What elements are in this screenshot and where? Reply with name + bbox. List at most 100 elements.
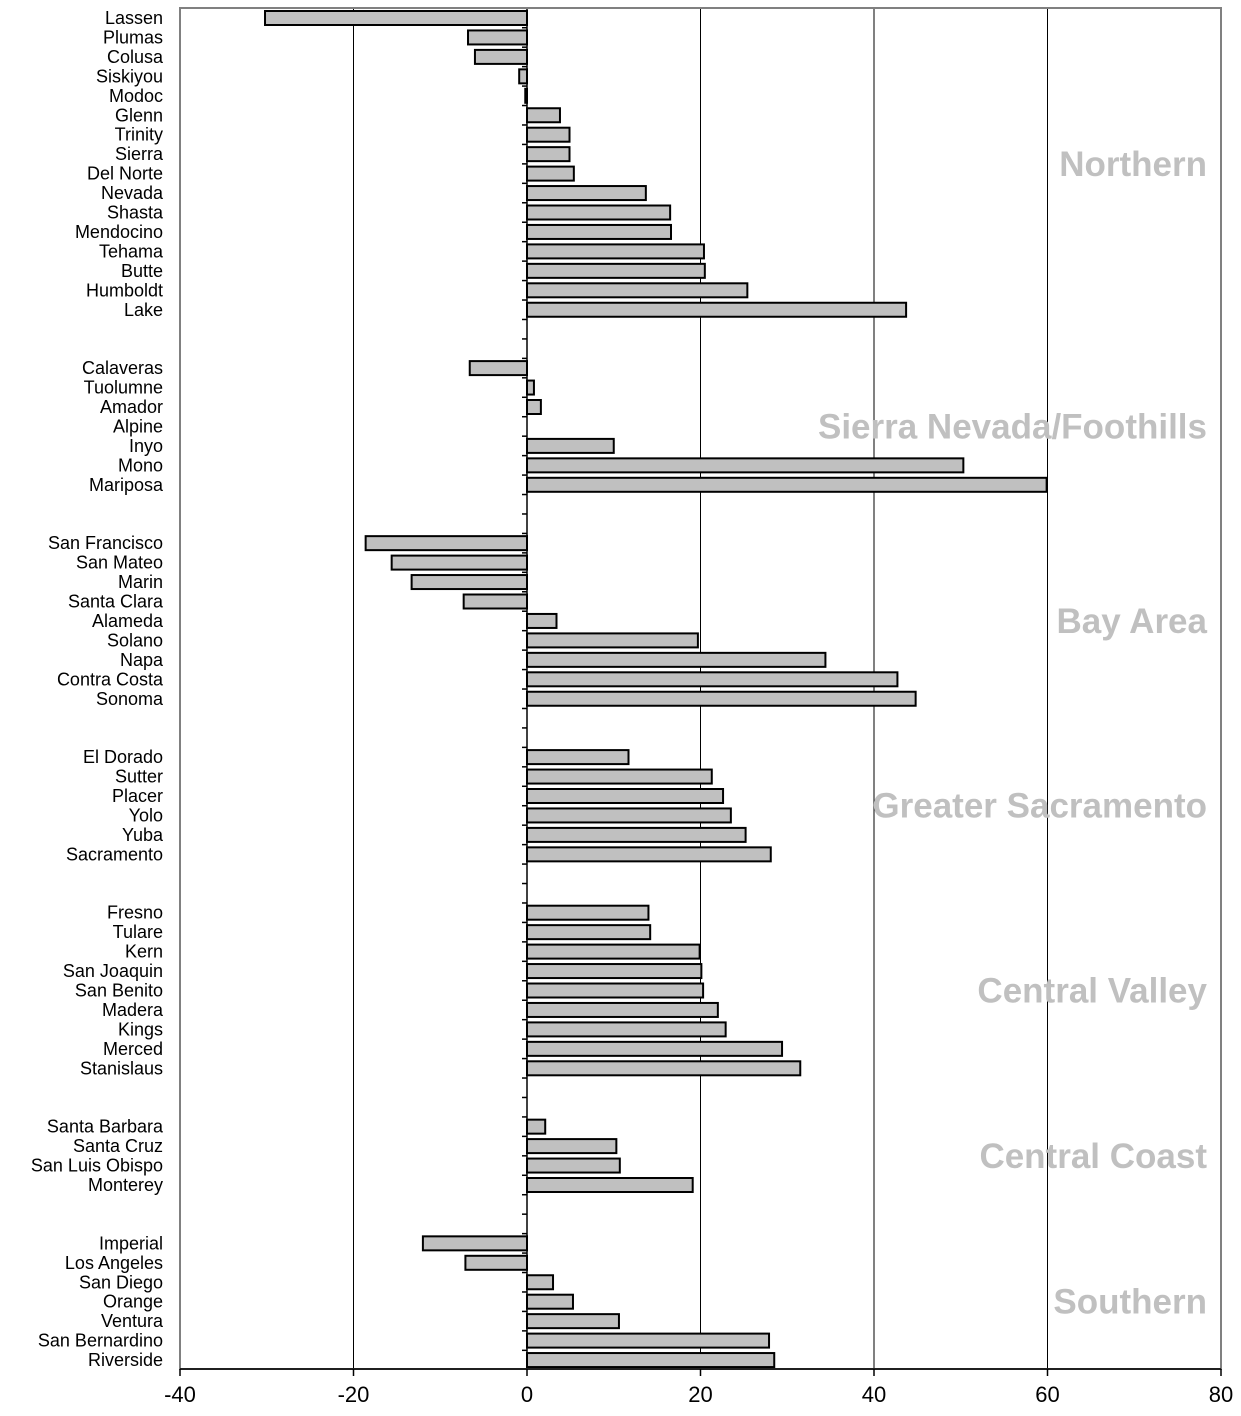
bar-colusa [473, 48, 529, 65]
category-label: Sutter [115, 767, 163, 787]
category-label: Sonoma [96, 689, 164, 709]
category-label: Sierra [115, 144, 164, 164]
bar-inyo [526, 437, 615, 454]
category-label: Glenn [115, 105, 163, 125]
region-label: Bay Area [1057, 602, 1208, 641]
category-label: Nevada [101, 183, 164, 203]
category-label: Yuba [122, 825, 164, 845]
bar-mono [526, 457, 965, 474]
category-label: Inyo [129, 436, 163, 456]
region-label: Sierra Nevada/Foothills [818, 407, 1207, 446]
x-tick-label: 20 [688, 1382, 712, 1407]
bar-trinity [526, 126, 571, 143]
bar-ventura [526, 1313, 620, 1330]
category-label: Santa Cruz [73, 1136, 163, 1156]
category-label: Mono [118, 455, 163, 475]
x-tick-label: 60 [1035, 1382, 1059, 1407]
bar-santa-barbara [526, 1118, 547, 1135]
bar-san-mateo [390, 554, 529, 571]
bar-placer [526, 788, 725, 804]
category-labels: LassenPlumasColusaSiskiyouModocGlennTrin… [31, 8, 164, 1370]
category-label: Orange [103, 1292, 163, 1312]
bar-napa [526, 651, 827, 668]
x-tick-label: 0 [521, 1382, 533, 1407]
category-label: Tulare [113, 922, 163, 942]
bar-kings [526, 1021, 727, 1038]
bar-santa-clara [462, 593, 528, 610]
bar-sierra [526, 146, 571, 163]
category-label: Yolo [129, 805, 163, 825]
category-label: San Bernardino [38, 1331, 163, 1351]
bar-madera [526, 1001, 719, 1018]
category-label: Fresno [107, 903, 163, 923]
bar-amador [526, 399, 542, 415]
region-label: Central Valley [977, 972, 1207, 1011]
category-label: Contra Costa [57, 669, 164, 689]
bar-monterey [526, 1177, 694, 1193]
bar-kern [526, 943, 701, 960]
category-label: Madera [102, 1000, 164, 1020]
category-label: Alameda [92, 611, 164, 631]
bar-sutter [526, 768, 713, 785]
bar-calaveras [468, 360, 528, 377]
bar-marin [410, 574, 528, 591]
category-label: Tuolumne [84, 378, 163, 398]
category-label: Placer [112, 786, 163, 806]
category-label: San Joaquin [63, 961, 163, 981]
category-label: Marin [118, 572, 163, 592]
category-label: Santa Barbara [47, 1117, 164, 1137]
category-label: Amador [100, 397, 163, 417]
bar-butte [526, 262, 706, 279]
category-label: Sacramento [66, 844, 163, 864]
bar-sacramento [526, 846, 772, 863]
x-tick-label: 40 [862, 1382, 886, 1407]
category-label: Plumas [103, 27, 163, 47]
bar-imperial [421, 1235, 528, 1252]
bar-orange [526, 1293, 574, 1310]
bar-tuolumne [526, 379, 535, 396]
region-label: Central Coast [979, 1137, 1207, 1176]
region-label: Greater Sacramento [872, 787, 1207, 826]
category-label: Lassen [105, 8, 163, 28]
category-label: Merced [103, 1039, 163, 1059]
category-label: Monterey [88, 1175, 163, 1195]
bars [264, 10, 1048, 1369]
category-label: San Benito [75, 981, 163, 1001]
bar-san-benito [526, 982, 705, 999]
bar-yolo [526, 807, 732, 824]
category-label: Butte [121, 261, 163, 281]
axes: -40 -20 0 20 40 60 80 [164, 7, 1233, 1407]
bar-stanislaus [526, 1060, 802, 1077]
category-label: Tehama [99, 241, 164, 261]
category-label: Humboldt [86, 280, 163, 300]
bar-tulare [526, 924, 652, 941]
bar-humboldt [526, 282, 749, 299]
bar-merced [526, 1040, 784, 1057]
category-label: Santa Clara [68, 592, 164, 612]
category-label: Los Angeles [65, 1253, 163, 1273]
category-label: Modoc [109, 86, 163, 106]
category-label: Kings [118, 1019, 163, 1039]
bar-san-luis-obispo [526, 1157, 621, 1174]
category-label: Stanislaus [80, 1058, 163, 1078]
region-label: Southern [1053, 1283, 1207, 1322]
category-label: Shasta [107, 203, 164, 223]
category-label: San Francisco [48, 533, 163, 553]
category-label: Ventura [101, 1311, 164, 1331]
bar-tehama [526, 243, 705, 260]
bar-riverside [526, 1352, 776, 1369]
category-label: Lake [124, 300, 163, 320]
category-label: Imperial [99, 1233, 163, 1253]
category-label: Siskiyou [96, 66, 163, 86]
region-label: Northern [1059, 145, 1207, 184]
category-label: Calaveras [82, 358, 163, 378]
category-label: San Diego [79, 1272, 163, 1292]
bar-el-dorado [526, 749, 630, 766]
category-label: Solano [107, 630, 163, 650]
category-label: Trinity [115, 125, 163, 145]
category-label: Riverside [88, 1350, 163, 1370]
bar-los-angeles [464, 1254, 528, 1271]
bar-alameda [526, 612, 558, 629]
category-label: Mendocino [75, 222, 163, 242]
